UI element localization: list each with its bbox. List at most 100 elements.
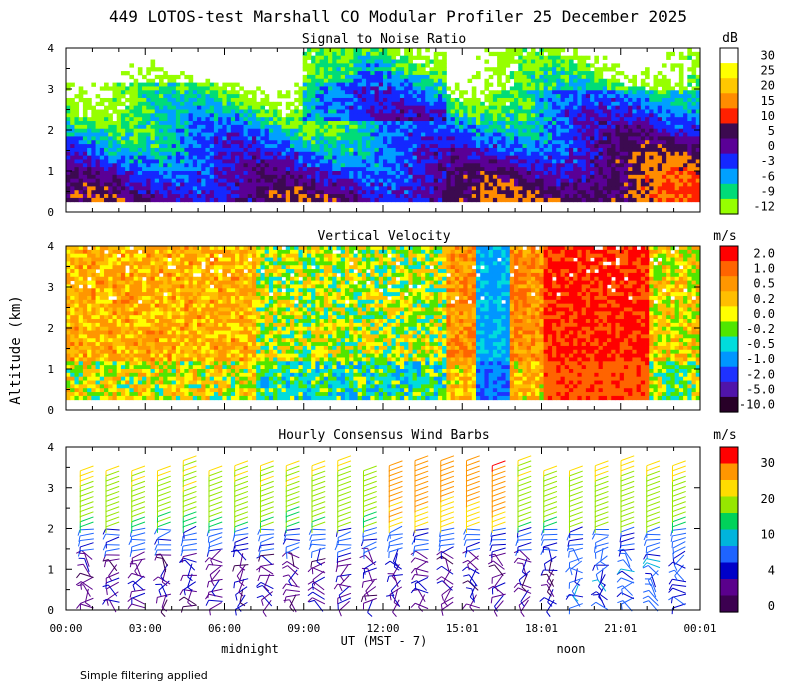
snr-cell bbox=[336, 136, 342, 141]
snr-cell bbox=[82, 182, 88, 187]
snr-cell bbox=[230, 182, 236, 187]
snr-cell bbox=[412, 140, 418, 145]
snr-cell bbox=[374, 63, 380, 68]
snr-cell bbox=[319, 51, 325, 57]
snr-cell bbox=[509, 48, 515, 53]
snr-cell bbox=[294, 155, 299, 160]
snr-cell bbox=[328, 51, 333, 57]
snr-cell bbox=[505, 190, 511, 195]
snr-cell bbox=[302, 151, 308, 157]
snr-cell bbox=[645, 186, 650, 191]
snr-cell bbox=[323, 136, 329, 141]
snr-cell bbox=[251, 174, 257, 180]
snr-cell bbox=[383, 136, 388, 141]
snr-cell bbox=[235, 113, 240, 118]
snr-cell bbox=[142, 113, 147, 118]
snr-cell bbox=[230, 186, 236, 191]
snr-cell bbox=[552, 94, 557, 99]
snr-cell bbox=[319, 101, 325, 107]
snr-cell bbox=[336, 186, 342, 191]
snr-cell bbox=[378, 117, 384, 122]
snr-cell bbox=[492, 101, 498, 107]
snr-cell bbox=[167, 190, 173, 195]
snr-cell bbox=[471, 128, 477, 133]
snr-cell bbox=[497, 171, 502, 176]
snr-cell bbox=[171, 90, 177, 95]
snr-cell bbox=[129, 94, 135, 99]
snr-cell bbox=[222, 97, 228, 103]
snr-cell bbox=[670, 178, 676, 183]
snr-cell bbox=[674, 63, 680, 68]
snr-cell bbox=[95, 128, 101, 133]
snr-cell bbox=[539, 155, 545, 160]
snr-cell bbox=[649, 155, 654, 160]
snr-cell bbox=[353, 51, 359, 57]
snr-cell bbox=[645, 67, 650, 72]
snr-cell bbox=[501, 90, 506, 95]
snr-cell bbox=[623, 167, 629, 172]
snr-cell bbox=[129, 128, 135, 133]
snr-cell bbox=[628, 159, 633, 164]
snr-cell bbox=[645, 159, 650, 164]
snr-cell bbox=[619, 94, 625, 99]
snr-cell bbox=[268, 178, 274, 183]
snr-cell bbox=[628, 174, 633, 180]
snr-cell bbox=[484, 117, 490, 122]
snr-cell bbox=[142, 128, 147, 133]
snr-cell bbox=[429, 78, 435, 83]
snr-cell bbox=[437, 86, 443, 91]
snr-cell bbox=[302, 136, 308, 141]
snr-cell bbox=[336, 132, 342, 137]
snr-cell bbox=[344, 121, 350, 126]
snr-cell bbox=[678, 194, 684, 199]
snr-cell bbox=[666, 94, 671, 99]
snr-cell bbox=[332, 71, 337, 76]
snr-cell bbox=[328, 90, 333, 95]
snr-cell bbox=[653, 82, 659, 87]
snr-cell bbox=[564, 128, 570, 133]
snr-cell bbox=[568, 174, 574, 180]
snr-cell bbox=[273, 155, 278, 160]
snr-cell bbox=[429, 171, 435, 176]
snr-cell bbox=[201, 136, 206, 141]
snr-cell bbox=[311, 109, 316, 114]
snr-cell bbox=[480, 155, 485, 160]
snr-cell bbox=[459, 140, 464, 145]
snr-cell bbox=[535, 51, 540, 57]
snr-cell bbox=[678, 113, 684, 118]
snr-cell bbox=[488, 109, 494, 114]
snr-cell bbox=[404, 55, 409, 60]
snr-cell bbox=[530, 171, 536, 176]
snr-cell bbox=[171, 167, 177, 172]
snr-cell bbox=[429, 97, 435, 103]
snr-cell bbox=[683, 167, 688, 172]
snr-cell bbox=[222, 136, 228, 141]
snr-cell bbox=[175, 90, 181, 95]
snr-cell bbox=[484, 132, 490, 137]
snr-cell bbox=[243, 155, 249, 160]
snr-cell bbox=[530, 167, 536, 172]
snr-cell bbox=[568, 167, 574, 172]
snr-cell bbox=[577, 59, 583, 64]
snr-cell bbox=[467, 136, 473, 141]
snr-cell bbox=[509, 90, 515, 95]
snr-cell bbox=[526, 151, 532, 157]
snr-cell bbox=[146, 171, 151, 176]
snr-cell bbox=[175, 101, 181, 107]
snr-cell bbox=[636, 128, 642, 133]
snr-cell bbox=[653, 105, 659, 110]
snr-cell bbox=[353, 136, 359, 141]
snr-cell bbox=[243, 163, 249, 168]
snr-cell bbox=[361, 63, 367, 68]
snr-cell bbox=[581, 78, 587, 83]
snr-cell bbox=[332, 86, 337, 91]
snr-cell bbox=[666, 159, 671, 164]
snr-cell bbox=[446, 155, 452, 160]
snr-cell bbox=[573, 186, 578, 191]
snr-cell bbox=[209, 105, 215, 110]
snr-cell bbox=[425, 167, 430, 172]
snr-cell bbox=[311, 178, 316, 183]
snr-cell bbox=[416, 74, 422, 80]
snr-cell bbox=[125, 151, 130, 157]
snr-cell bbox=[391, 67, 397, 72]
